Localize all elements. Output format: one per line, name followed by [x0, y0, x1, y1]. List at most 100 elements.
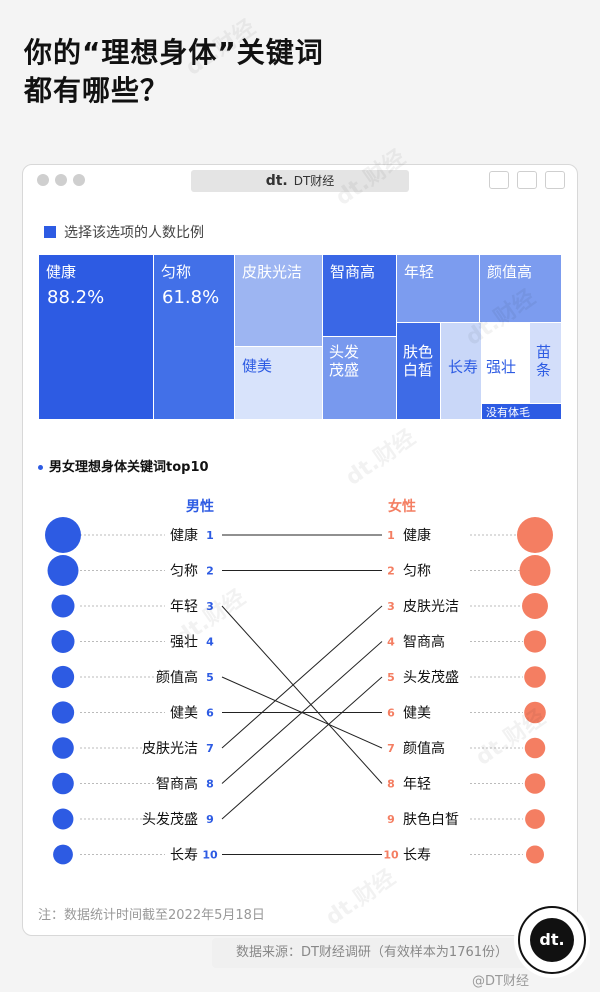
- women-rank: 9: [387, 813, 395, 826]
- men-rank: 4: [206, 636, 214, 649]
- men-rank: 2: [206, 565, 214, 578]
- women-bubble: [523, 630, 547, 653]
- treemap-cell: [235, 347, 322, 419]
- women-keyword: 年轻: [403, 777, 431, 793]
- women-rank: 2: [387, 565, 395, 578]
- women-bubble: [524, 737, 546, 759]
- treemap-label: 没有体毛: [486, 405, 530, 419]
- treemap-value: 61.8%: [162, 287, 219, 308]
- address-bar[interactable]: dt. DT财经: [191, 170, 409, 192]
- women-rank: 5: [387, 671, 395, 684]
- treemap-cell: [480, 255, 561, 322]
- window-bar: dt. DT财经: [23, 165, 577, 195]
- treemap-label: 长寿: [448, 358, 478, 376]
- treemap-cell: [323, 255, 396, 336]
- men-keyword: 年轻: [170, 599, 198, 615]
- treemap-label: 白皙: [403, 361, 433, 379]
- men-bubble: [47, 555, 79, 586]
- treemap-label: 健美: [242, 357, 272, 375]
- women-bubble: [524, 666, 546, 688]
- treemap-cell: [154, 255, 234, 419]
- treemap-cell: [397, 255, 479, 322]
- men-bubble: [45, 517, 81, 553]
- footer-handle: @DT财经: [472, 974, 529, 989]
- women-keyword: 健康: [403, 527, 431, 544]
- date-note: 注：数据统计时间截至2022年5月18日: [38, 908, 265, 923]
- title-line-2: 都有哪些？: [24, 74, 170, 107]
- treemap-cell: [39, 255, 153, 419]
- women-rank: 10: [383, 849, 399, 862]
- women-keyword: 肤色白皙: [403, 811, 459, 828]
- treemap-cell: [323, 337, 396, 419]
- treemap-label: 强壮: [486, 358, 516, 376]
- toggle-icon[interactable]: [489, 171, 509, 189]
- men-rank: 1: [206, 529, 214, 542]
- brand-badge[interactable]: dt.: [518, 906, 586, 974]
- women-rank: 6: [387, 707, 395, 720]
- men-bubble: [51, 594, 75, 618]
- treemap-cell: [235, 255, 322, 346]
- women-keyword: 皮肤光洁: [403, 599, 459, 615]
- men-keyword: 智商高: [156, 776, 198, 793]
- men-bubble: [53, 844, 73, 865]
- source-note: 数据来源：DT财经调研（有效样本为1761份）: [212, 938, 532, 968]
- men-keyword: 颜值高: [156, 669, 198, 686]
- treemap-cell: [441, 323, 481, 419]
- window-maximize-dot[interactable]: [73, 174, 85, 186]
- men-bubble: [52, 737, 74, 759]
- treemap-value: 88.2%: [47, 287, 104, 308]
- trash-icon[interactable]: [517, 171, 537, 189]
- section-title: 男女理想身体关键词top10: [38, 456, 209, 475]
- men-keyword: 健美: [170, 706, 198, 722]
- men-keyword: 皮肤光洁: [142, 741, 198, 757]
- treemap-label: 茂盛: [329, 361, 359, 379]
- legend-label: 选择该选项的人数比例: [64, 225, 204, 241]
- women-keyword: 长寿: [403, 847, 431, 864]
- treemap-cell: [397, 323, 440, 419]
- women-keyword: 匀称: [403, 564, 431, 580]
- women-bubble: [526, 845, 544, 864]
- women-rank: 3: [387, 600, 395, 613]
- women-rank: 1: [387, 529, 395, 542]
- women-keyword: 智商高: [403, 634, 445, 651]
- men-bubble: [52, 808, 74, 830]
- rank-connector: [221, 605, 383, 784]
- treemap-cell: [530, 323, 561, 403]
- window-close-dot[interactable]: [37, 174, 49, 186]
- women-bubble: [517, 517, 553, 553]
- window-minimize-dot[interactable]: [55, 174, 67, 186]
- women-rank: 8: [387, 778, 395, 791]
- page-title: 你的“理想身体”关键词 都有哪些？: [24, 34, 324, 110]
- treemap-label: 匀称: [161, 263, 191, 281]
- women-keyword: 颜值高: [403, 740, 445, 757]
- treemap-label: 健康: [46, 263, 76, 281]
- men-bubble: [51, 629, 75, 654]
- treemap-label: 头发: [329, 343, 359, 361]
- window-icon[interactable]: [545, 171, 565, 189]
- men-bubble: [52, 772, 74, 795]
- rank-connector: [221, 641, 383, 784]
- treemap-cell: [482, 404, 561, 419]
- treemap-label: 年轻: [404, 263, 434, 281]
- treemap-label: 条: [536, 361, 551, 379]
- men-keyword: 头发茂盛: [142, 811, 198, 828]
- women-bubble: [522, 593, 548, 619]
- women-keyword: 健美: [403, 706, 431, 722]
- treemap-label: 智商高: [330, 263, 375, 281]
- men-bubble: [51, 701, 75, 724]
- treemap-label: 苗: [536, 343, 551, 361]
- women-bubble: [524, 773, 546, 794]
- treemap-label: 皮肤光洁: [242, 263, 302, 281]
- men-rank: 6: [206, 707, 214, 720]
- men-rank: 8: [206, 778, 214, 791]
- women-bubble: [525, 809, 545, 829]
- women-header: 女性: [388, 498, 416, 515]
- women-rank: 4: [387, 636, 395, 649]
- women-keyword: 头发茂盛: [403, 669, 459, 686]
- men-keyword: 匀称: [170, 564, 198, 580]
- men-rank: 10: [202, 849, 218, 862]
- badge-logo: dt.: [530, 918, 574, 962]
- men-rank: 7: [206, 742, 214, 755]
- women-bubble: [519, 555, 551, 586]
